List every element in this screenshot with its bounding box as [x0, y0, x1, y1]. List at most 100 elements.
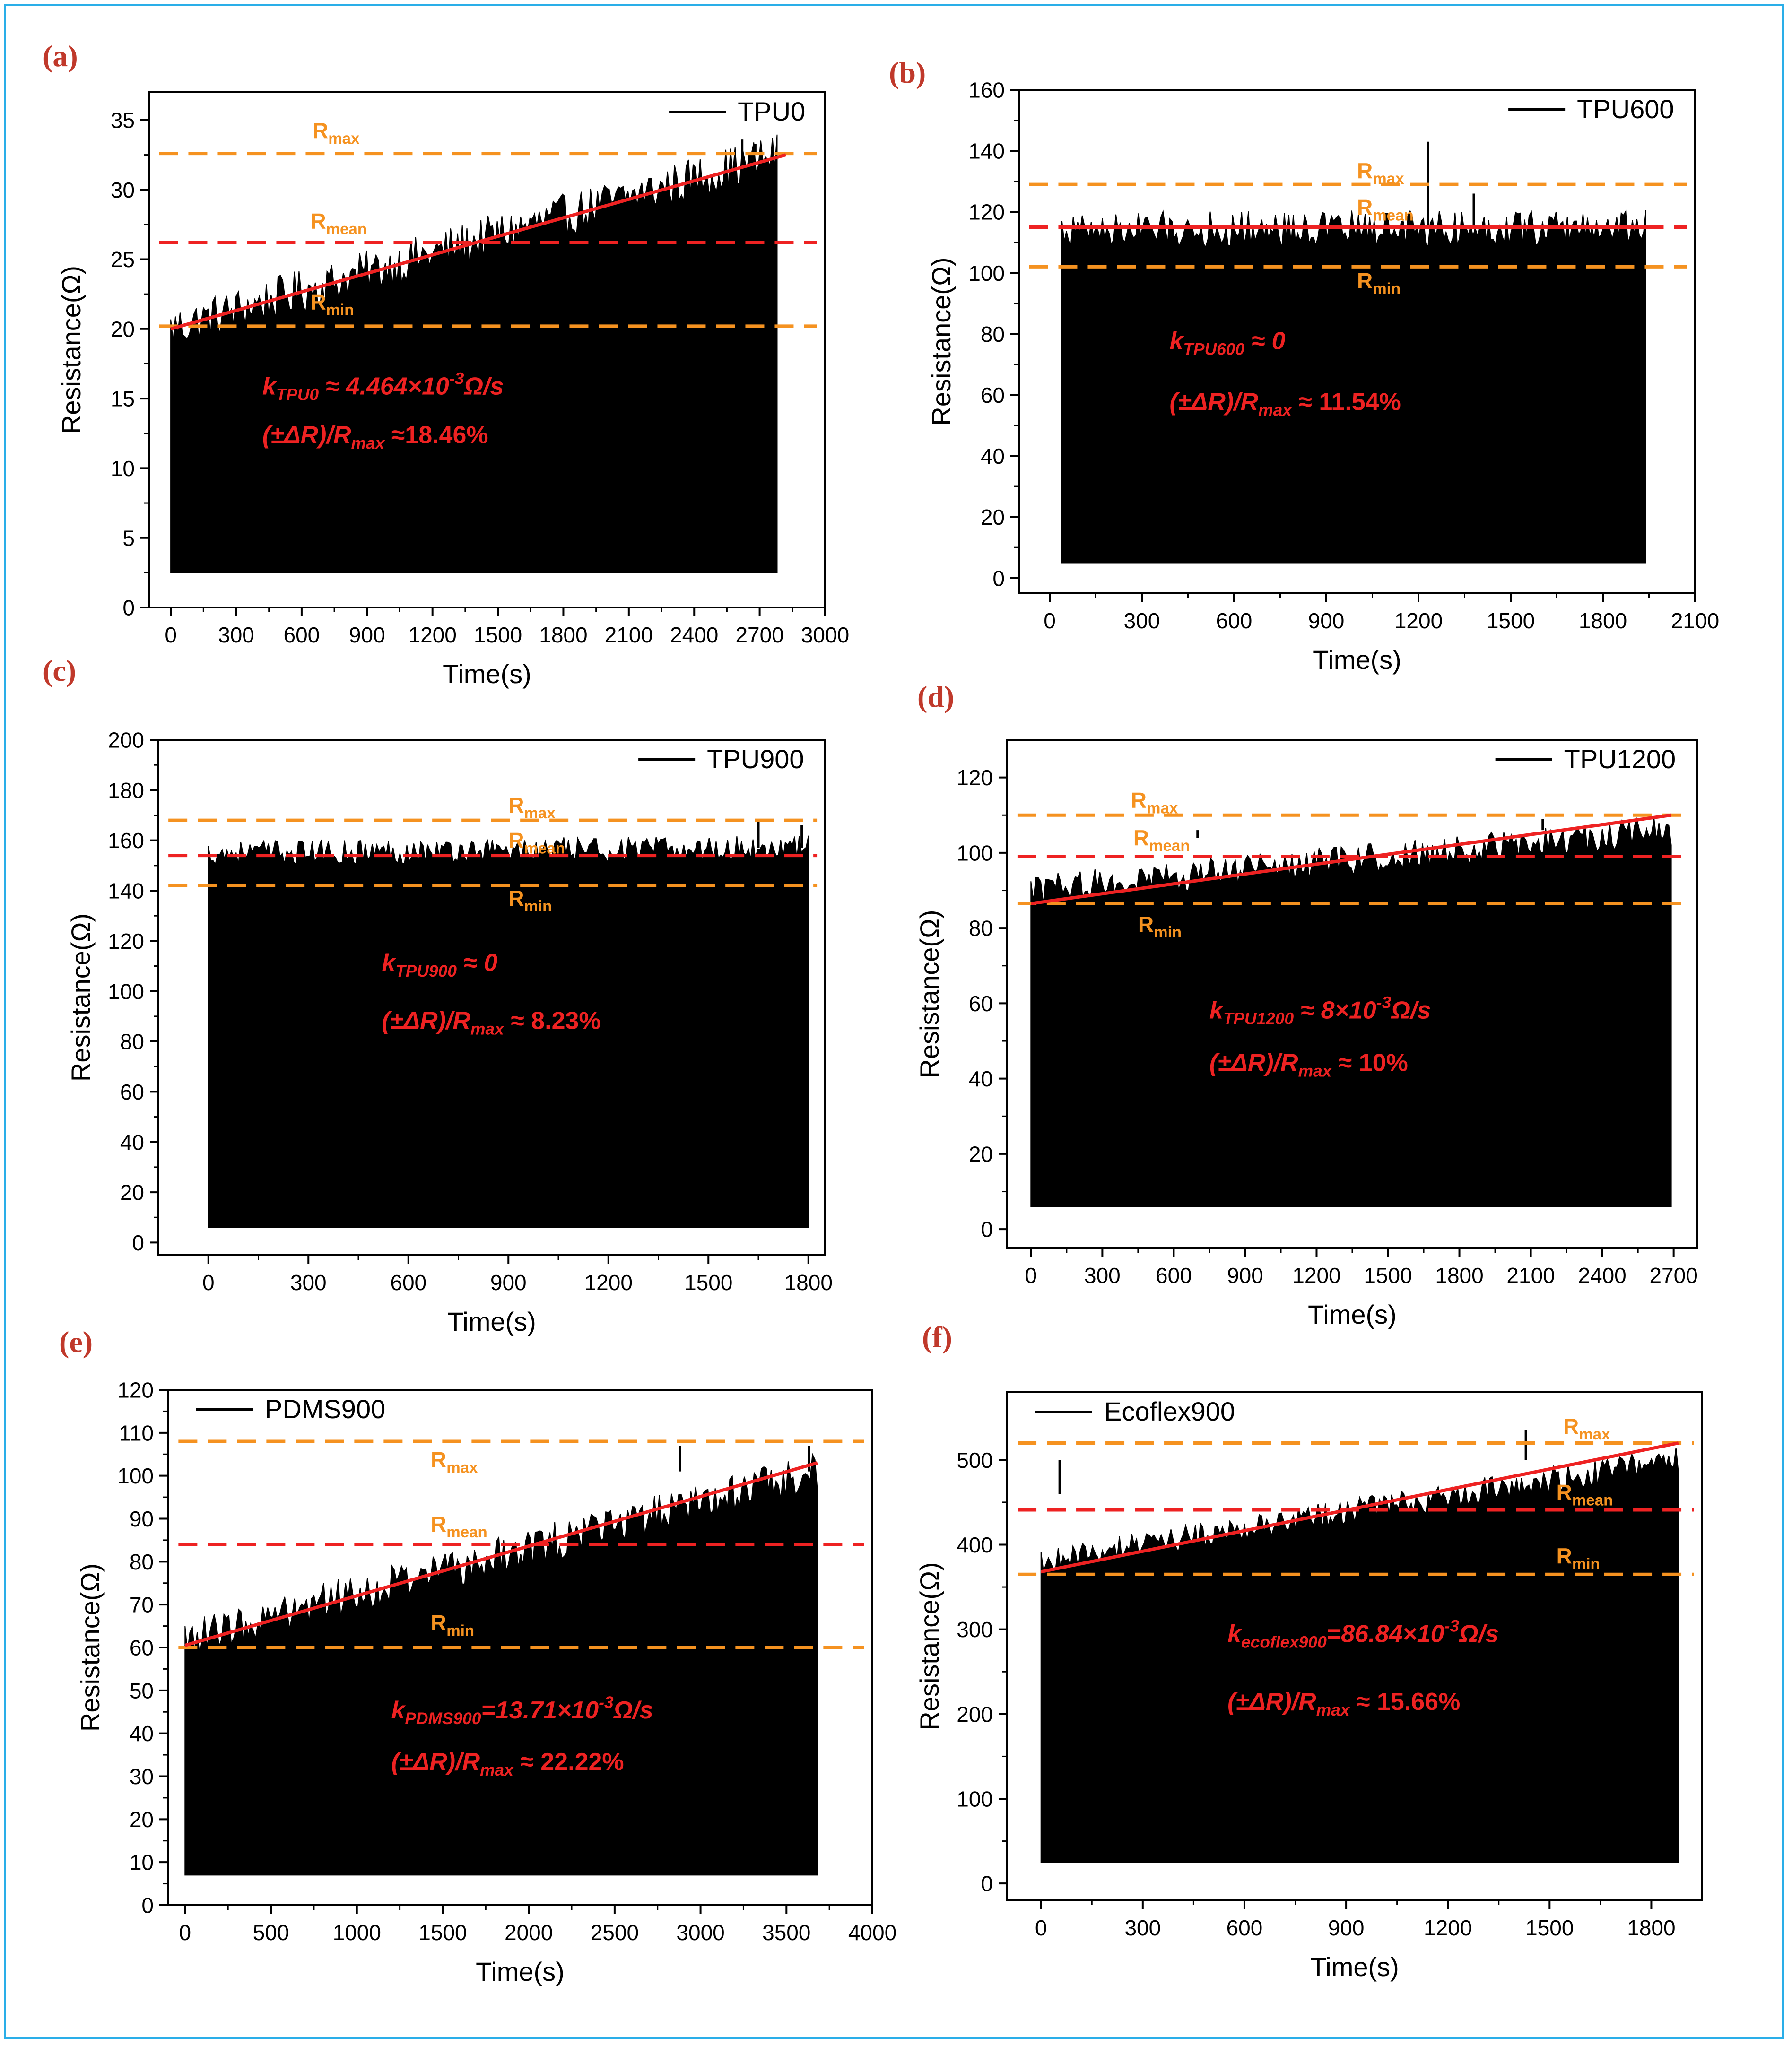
x-tick-label: 2400: [1578, 1263, 1626, 1288]
annotation-k: kecoflex900=86.84×10-3Ω/s: [1227, 1617, 1499, 1652]
y-tick-label: 20: [981, 505, 1005, 529]
plot-frame: [1006, 1391, 1703, 1901]
rmean-label: Rmean: [508, 828, 565, 858]
panel-f: (f) Rmax Rmean Rmin kecoflex900=86.84×10-3Ω/…: [914, 1320, 1703, 1982]
rmin-label: Rmin: [431, 1611, 474, 1640]
rmin-label: Rmin: [508, 886, 552, 915]
y-tick-label: 0: [122, 596, 135, 620]
fit-line: [170, 153, 786, 331]
x-tick-label: 600: [284, 623, 320, 647]
y-tick-label: 5: [122, 526, 135, 550]
legend-label: TPU1200: [1564, 744, 1676, 774]
rmean-label: Rmean: [1133, 825, 1190, 855]
x-tick-label: 2000: [505, 1920, 553, 1945]
x-tick-label: 2700: [735, 623, 783, 647]
annotation-ratio: (±ΔR)/Rmax ≈ 8.23%: [382, 1007, 600, 1038]
y-tick-label: 60: [120, 1080, 144, 1104]
x-tick-label: 1200: [1424, 1916, 1472, 1940]
annotation-k: kTPU1200 ≈ 8×10-3Ω/s: [1209, 993, 1431, 1028]
signal-trace: [1061, 209, 1646, 564]
x-tick-label: 1800: [539, 623, 587, 647]
y-tick-label: 10: [111, 456, 135, 481]
y-tick-label: 200: [957, 1702, 993, 1726]
y-tick-label: 120: [968, 200, 1005, 225]
y-tick-label: 90: [130, 1507, 154, 1531]
panel-a: (a) Rmax Rmean Rmin kTPU0 ≈ 4.464×10-3Ω/s (±Δ…: [43, 39, 849, 689]
x-tick-label: 0: [202, 1270, 215, 1295]
x-axis-title: Time(s): [1308, 1300, 1397, 1329]
y-tick-label: 120: [108, 929, 144, 954]
panel-letter: (c): [43, 654, 76, 687]
x-tick-label: 3000: [801, 623, 849, 647]
rmax-label: Rmax: [431, 1448, 478, 1477]
legend-label: TPU600: [1577, 94, 1674, 124]
signal-trace: [1030, 817, 1672, 1207]
x-tick-label: 600: [1156, 1263, 1192, 1288]
signal-trace: [184, 1452, 818, 1876]
x-axis-title: Time(s): [443, 659, 531, 689]
panel-letter: (e): [59, 1325, 93, 1359]
y-axis-title: Resistance(Ω): [926, 257, 956, 425]
x-tick-label: 600: [390, 1270, 426, 1295]
x-tick-label: 1500: [1487, 608, 1535, 633]
rmax-label: Rmax: [1357, 158, 1404, 188]
x-tick-label: 300: [290, 1270, 327, 1295]
signal-trace: [208, 835, 809, 1228]
annotation-ratio: (±ΔR)/Rmax ≈ 22.22%: [391, 1748, 624, 1779]
rmax-label: Rmax: [508, 793, 556, 822]
fit-line: [184, 1461, 818, 1647]
y-tick-label: 0: [981, 1872, 993, 1896]
y-tick-label: 100: [108, 979, 144, 1004]
x-tick-label: 3500: [762, 1920, 810, 1945]
y-tick-label: 140: [968, 139, 1005, 164]
annotation-k: kTPU900 ≈ 0: [382, 949, 497, 980]
y-tick-label: 30: [111, 178, 135, 202]
rmin-label: Rmin: [1357, 269, 1401, 298]
rmax-label: Rmax: [1131, 788, 1178, 817]
panel-c: (c) Rmax Rmean Rmin kTPU900 ≈ 0 (±ΔR)/Rmax ≈ …: [43, 654, 833, 1336]
x-tick-label: 3000: [676, 1920, 724, 1945]
y-tick-label: 40: [981, 444, 1005, 468]
y-tick-label: 60: [969, 991, 993, 1016]
rmean-label: Rmean: [310, 209, 367, 238]
y-tick-label: 40: [969, 1066, 993, 1091]
y-axis-title: Resistance(Ω): [66, 913, 96, 1082]
annotation-ratio: (±ΔR)/Rmax ≈18.46%: [262, 421, 488, 452]
x-tick-label: 1200: [1394, 608, 1443, 633]
x-tick-label: 300: [218, 623, 254, 647]
rmin-label: Rmin: [1557, 1543, 1600, 1573]
y-tick-label: 110: [119, 1421, 154, 1445]
y-axis-title: Resistance(Ω): [56, 266, 86, 434]
y-axis-title: Resistance(Ω): [75, 1563, 105, 1732]
rmax-label: Rmax: [313, 118, 360, 147]
x-tick-label: 1200: [1292, 1263, 1340, 1288]
x-tick-label: 1000: [333, 1920, 381, 1945]
rmean-label: Rmean: [1357, 195, 1414, 225]
panel-e: (e) Rmax Rmean Rmin kPDMS900=13.71×10-3Ω/s (±…: [59, 1325, 896, 1986]
x-tick-label: 300: [1124, 1916, 1161, 1940]
x-tick-label: 2700: [1649, 1263, 1697, 1288]
y-tick-label: 80: [120, 1030, 144, 1054]
y-tick-label: 160: [108, 828, 144, 853]
y-tick-label: 50: [130, 1678, 154, 1703]
signal-trace: [1040, 1448, 1679, 1863]
x-tick-label: 0: [1025, 1263, 1037, 1288]
legend-label: TPU900: [707, 744, 804, 774]
x-tick-label: 600: [1227, 1916, 1263, 1940]
y-tick-label: 20: [120, 1180, 144, 1205]
y-tick-label: 120: [117, 1378, 154, 1403]
x-tick-label: 900: [1328, 1916, 1365, 1940]
x-axis-title: Time(s): [1313, 645, 1401, 675]
y-tick-label: 10: [130, 1850, 154, 1875]
rmean-label: Rmean: [1557, 1480, 1613, 1509]
y-tick-label: 300: [957, 1617, 993, 1642]
x-tick-label: 0: [1035, 1916, 1047, 1940]
x-tick-label: 500: [253, 1920, 289, 1945]
rmin-label: Rmin: [310, 290, 354, 319]
fit-line: [1030, 813, 1672, 905]
y-tick-label: 160: [968, 78, 1005, 103]
y-tick-label: 0: [132, 1231, 144, 1255]
rmax-label: Rmax: [1563, 1414, 1610, 1443]
y-tick-label: 200: [108, 728, 144, 753]
y-axis-title: Resistance(Ω): [914, 1562, 944, 1730]
